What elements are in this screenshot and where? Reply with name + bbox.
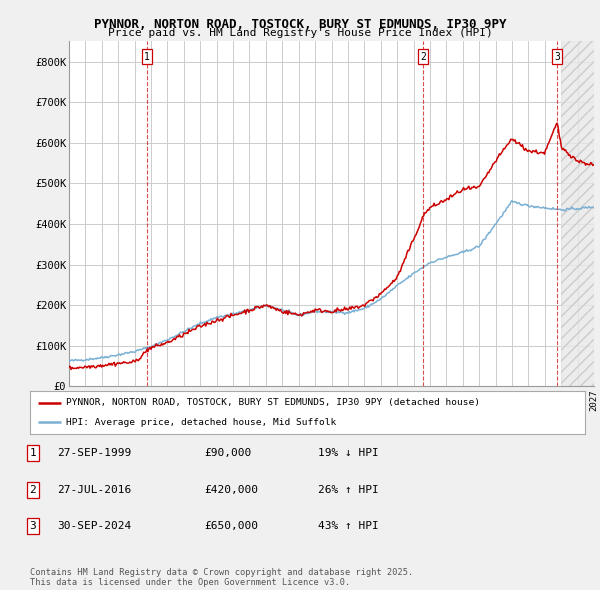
Text: 1: 1 — [144, 52, 150, 62]
Text: £420,000: £420,000 — [204, 485, 258, 494]
Text: Price paid vs. HM Land Registry's House Price Index (HPI): Price paid vs. HM Land Registry's House … — [107, 28, 493, 38]
Text: Contains HM Land Registry data © Crown copyright and database right 2025.
This d: Contains HM Land Registry data © Crown c… — [30, 568, 413, 587]
Text: 2: 2 — [420, 52, 426, 62]
Text: HPI: Average price, detached house, Mid Suffolk: HPI: Average price, detached house, Mid … — [66, 418, 337, 427]
Text: £650,000: £650,000 — [204, 522, 258, 531]
Text: 30-SEP-2024: 30-SEP-2024 — [57, 522, 131, 531]
Text: 27-JUL-2016: 27-JUL-2016 — [57, 485, 131, 494]
Text: 19% ↓ HPI: 19% ↓ HPI — [318, 448, 379, 458]
Text: PYNNOR, NORTON ROAD, TOSTOCK, BURY ST EDMUNDS, IP30 9PY: PYNNOR, NORTON ROAD, TOSTOCK, BURY ST ED… — [94, 18, 506, 31]
Text: 3: 3 — [554, 52, 560, 62]
Text: £90,000: £90,000 — [204, 448, 251, 458]
Bar — [561, 41, 594, 386]
Text: 43% ↑ HPI: 43% ↑ HPI — [318, 522, 379, 531]
Text: 3: 3 — [29, 522, 37, 531]
Text: 2: 2 — [29, 485, 37, 494]
Text: 27-SEP-1999: 27-SEP-1999 — [57, 448, 131, 458]
Text: 1: 1 — [29, 448, 37, 458]
Text: 26% ↑ HPI: 26% ↑ HPI — [318, 485, 379, 494]
Bar — [561, 41, 594, 386]
Text: PYNNOR, NORTON ROAD, TOSTOCK, BURY ST EDMUNDS, IP30 9PY (detached house): PYNNOR, NORTON ROAD, TOSTOCK, BURY ST ED… — [66, 398, 480, 407]
